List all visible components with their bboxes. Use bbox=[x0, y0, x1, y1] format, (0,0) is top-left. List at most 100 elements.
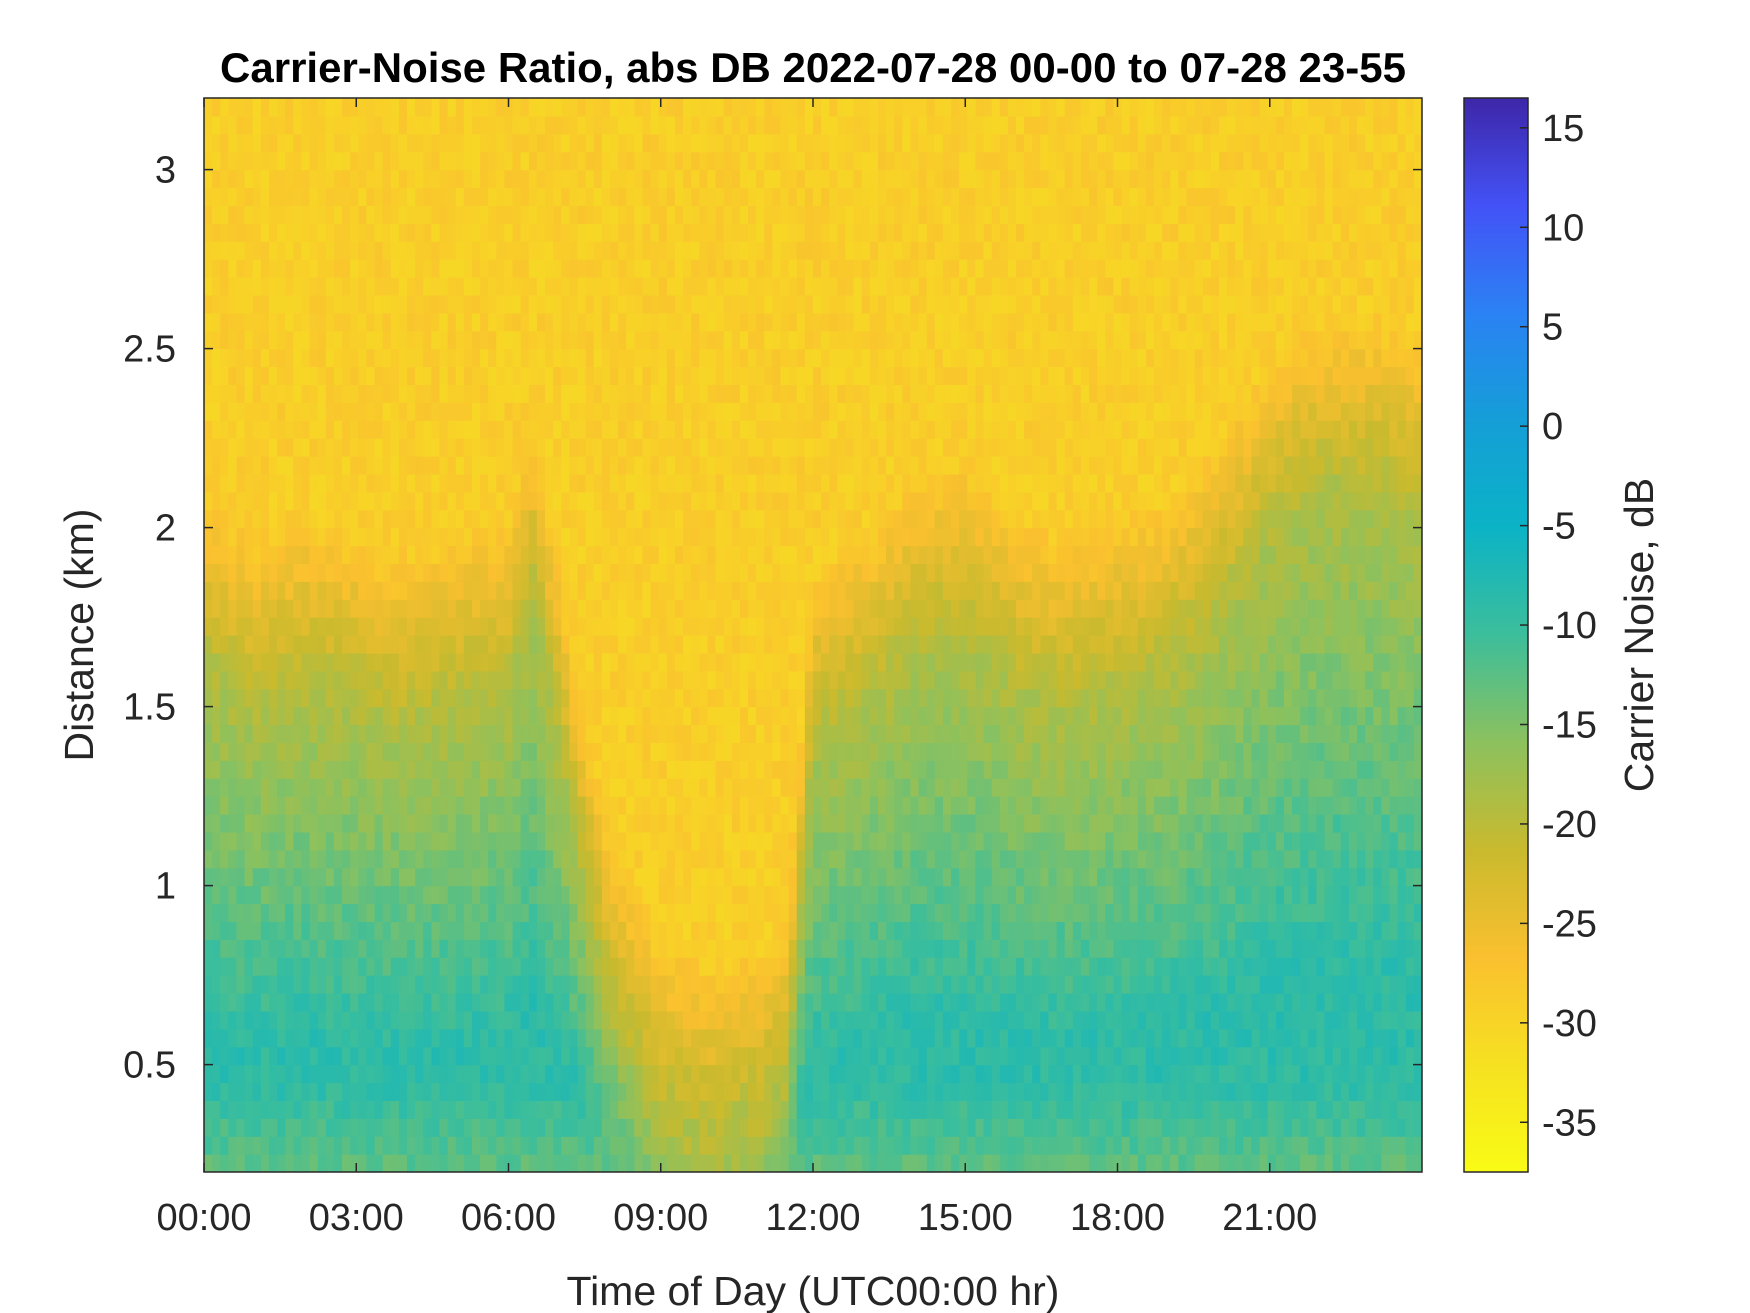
heatmap-cell bbox=[512, 957, 522, 976]
heatmap-cell bbox=[204, 402, 213, 421]
heatmap-cell bbox=[512, 545, 522, 564]
heatmap-cell bbox=[333, 885, 343, 905]
heatmap-cell bbox=[301, 742, 311, 761]
heatmap-cell bbox=[520, 1010, 530, 1030]
heatmap-cell bbox=[317, 294, 327, 314]
heatmap-cell bbox=[220, 742, 229, 761]
heatmap-cell bbox=[707, 223, 717, 242]
heatmap-cell bbox=[285, 1046, 294, 1066]
heatmap-cell bbox=[610, 1118, 619, 1137]
heatmap-cell bbox=[285, 1136, 294, 1155]
heatmap-cell bbox=[772, 867, 782, 887]
heatmap-cell bbox=[382, 778, 392, 797]
heatmap-cell bbox=[642, 348, 652, 368]
heatmap-cell bbox=[325, 688, 335, 708]
heatmap-cell bbox=[658, 133, 668, 153]
heatmap-cell bbox=[439, 1100, 449, 1119]
heatmap-cell bbox=[601, 742, 611, 761]
heatmap-cell bbox=[512, 223, 522, 242]
heatmap-cell bbox=[601, 509, 611, 529]
heatmap-cell bbox=[780, 760, 790, 779]
heatmap-cell bbox=[561, 294, 570, 314]
heatmap-cell bbox=[463, 885, 473, 905]
heatmap-cell bbox=[455, 151, 465, 171]
heatmap-cell bbox=[707, 670, 717, 690]
heatmap-cell bbox=[252, 975, 262, 994]
heatmap-cell bbox=[723, 1118, 733, 1137]
heatmap-cell bbox=[780, 223, 790, 242]
heatmap-cell bbox=[415, 312, 424, 332]
heatmap-cell bbox=[731, 1010, 741, 1030]
heatmap-cell bbox=[220, 670, 229, 690]
heatmap-cell bbox=[293, 1118, 303, 1137]
heatmap-cell bbox=[610, 527, 619, 547]
heatmap-cell bbox=[285, 1118, 294, 1137]
heatmap-cell bbox=[577, 133, 587, 153]
heatmap-cell bbox=[407, 491, 416, 511]
heatmap-cell bbox=[634, 778, 644, 797]
heatmap-cell bbox=[788, 115, 798, 135]
heatmap-cell bbox=[463, 98, 473, 117]
heatmap-cell bbox=[739, 1082, 749, 1101]
heatmap-cell bbox=[528, 491, 538, 511]
heatmap-cell bbox=[845, 1100, 855, 1119]
heatmap-cell bbox=[772, 205, 782, 224]
heatmap-cell bbox=[837, 348, 847, 368]
heatmap-cell bbox=[512, 1046, 522, 1066]
heatmap-cell bbox=[674, 903, 684, 922]
heatmap-cell bbox=[804, 115, 814, 135]
heatmap-cell bbox=[626, 277, 635, 296]
heatmap-cell bbox=[683, 151, 692, 171]
heatmap-cell bbox=[455, 456, 465, 475]
heatmap-cell bbox=[293, 993, 303, 1012]
heatmap-cell bbox=[512, 509, 522, 529]
heatmap-cell bbox=[350, 348, 359, 368]
heatmap-cell bbox=[674, 294, 684, 314]
heatmap-cell bbox=[244, 1010, 254, 1030]
heatmap-cell bbox=[561, 939, 570, 958]
heatmap-cell bbox=[366, 259, 376, 278]
heatmap-cell bbox=[260, 473, 270, 493]
heatmap-cell bbox=[593, 420, 603, 439]
heatmap-cell bbox=[488, 885, 497, 905]
heatmap-cell bbox=[853, 939, 863, 958]
heatmap-cell bbox=[390, 903, 400, 922]
heatmap-cell bbox=[813, 259, 822, 278]
heatmap-cell bbox=[626, 814, 635, 833]
heatmap-cell bbox=[772, 652, 782, 672]
heatmap-cell bbox=[748, 885, 757, 905]
heatmap-cell bbox=[293, 473, 303, 493]
heatmap-cell bbox=[488, 957, 497, 976]
heatmap-cell bbox=[788, 294, 798, 314]
heatmap-cell bbox=[796, 921, 806, 940]
heatmap-cell bbox=[707, 1064, 717, 1084]
heatmap-cell bbox=[683, 115, 692, 135]
heatmap-cell bbox=[642, 581, 652, 600]
heatmap-cell bbox=[658, 867, 668, 887]
heatmap-cell bbox=[601, 259, 611, 278]
heatmap-cell bbox=[471, 151, 481, 171]
heatmap-cell bbox=[528, 921, 538, 940]
heatmap-cell bbox=[333, 635, 343, 654]
heatmap-cell bbox=[342, 688, 351, 708]
heatmap-cell bbox=[342, 742, 351, 761]
heatmap-cell bbox=[626, 366, 635, 385]
heatmap-cell bbox=[610, 330, 619, 350]
heatmap-cell bbox=[374, 903, 384, 922]
heatmap-cell bbox=[610, 706, 619, 726]
heatmap-cell bbox=[528, 420, 538, 439]
heatmap-cell bbox=[204, 456, 213, 475]
heatmap-cell bbox=[244, 133, 254, 153]
heatmap-cell bbox=[204, 652, 213, 672]
heatmap-cell bbox=[488, 1046, 497, 1066]
heatmap-cell bbox=[861, 402, 871, 421]
heatmap-cell bbox=[666, 617, 676, 636]
heatmap-cell bbox=[585, 1010, 595, 1030]
heatmap-cell bbox=[447, 975, 457, 994]
heatmap-cell bbox=[455, 223, 465, 242]
heatmap-cell bbox=[439, 169, 449, 189]
heatmap-cell bbox=[593, 402, 603, 421]
heatmap-cell bbox=[325, 491, 335, 511]
heatmap-cell bbox=[772, 456, 782, 475]
heatmap-cell bbox=[739, 438, 749, 457]
